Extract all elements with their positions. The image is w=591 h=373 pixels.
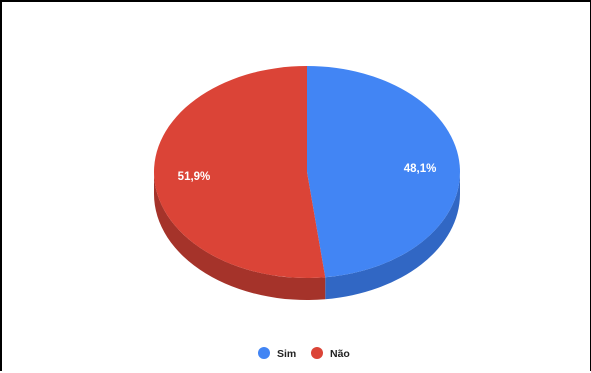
pie-side-sim [325,172,460,300]
pie-slice-nao[interactable] [153,66,326,278]
pie-3d-sides [154,172,460,300]
slice-label-nao: 51,9% [178,171,211,183]
legend-marker-sim[interactable] [258,347,270,359]
legend-marker-nao[interactable] [311,347,323,359]
slice-label-sim: 48,1% [404,163,437,175]
legend-label-nao[interactable]: Não [330,348,350,360]
pie-slice-labels: 48,1% 51,9% [178,163,437,183]
pie-slices [153,66,460,278]
pie-slice-sim[interactable] [307,66,460,278]
legend: Sim Não [258,347,350,360]
legend-label-sim[interactable]: Sim [277,348,296,360]
pie-side-nao [154,172,326,300]
